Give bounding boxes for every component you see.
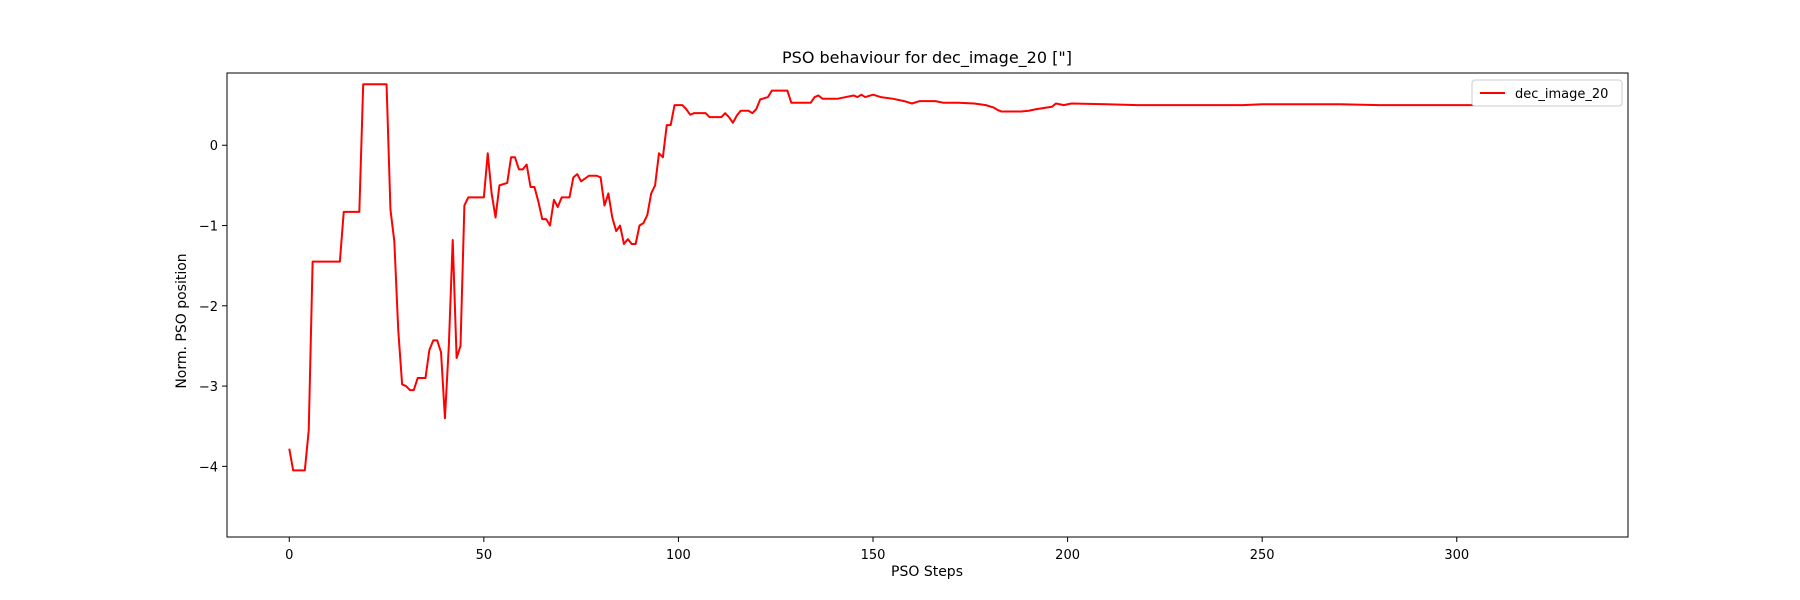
plot-frame [226,72,1629,538]
y-axis: 0 −1 −2 −3 −4 [199,139,227,475]
x-tick-label: 300 [1444,548,1469,563]
x-tick-label: 250 [1250,548,1275,563]
y-axis-label: Norm. PSO position [174,253,190,388]
legend-box [1471,79,1623,107]
x-tick-label: 100 [666,548,691,563]
legend-label: dec_image_20 [1515,87,1608,102]
y-tick-label: 0 [210,139,218,154]
plot-area: 0 50 100 150 200 250 300 0 −1 −2 −3 −4 [199,72,1629,563]
y-tick-label: −1 [199,220,218,235]
y-tick-label: −3 [199,380,218,395]
y-tick-label: −2 [199,300,218,315]
x-axis: 0 50 100 150 200 250 300 [285,537,1469,563]
x-tick-label: 200 [1055,548,1080,563]
x-axis-label: PSO Steps [891,564,963,580]
series-layer [288,83,1562,472]
y-tick-label: −4 [199,460,218,475]
series-line-dec_image_20 [288,83,1562,472]
chart-title: PSO behaviour for dec_image_20 ["] [782,48,1072,68]
x-tick-label: 50 [476,548,493,563]
x-tick-label: 0 [285,548,293,563]
legend: dec_image_20 [1471,79,1623,107]
x-tick-label: 150 [861,548,886,563]
